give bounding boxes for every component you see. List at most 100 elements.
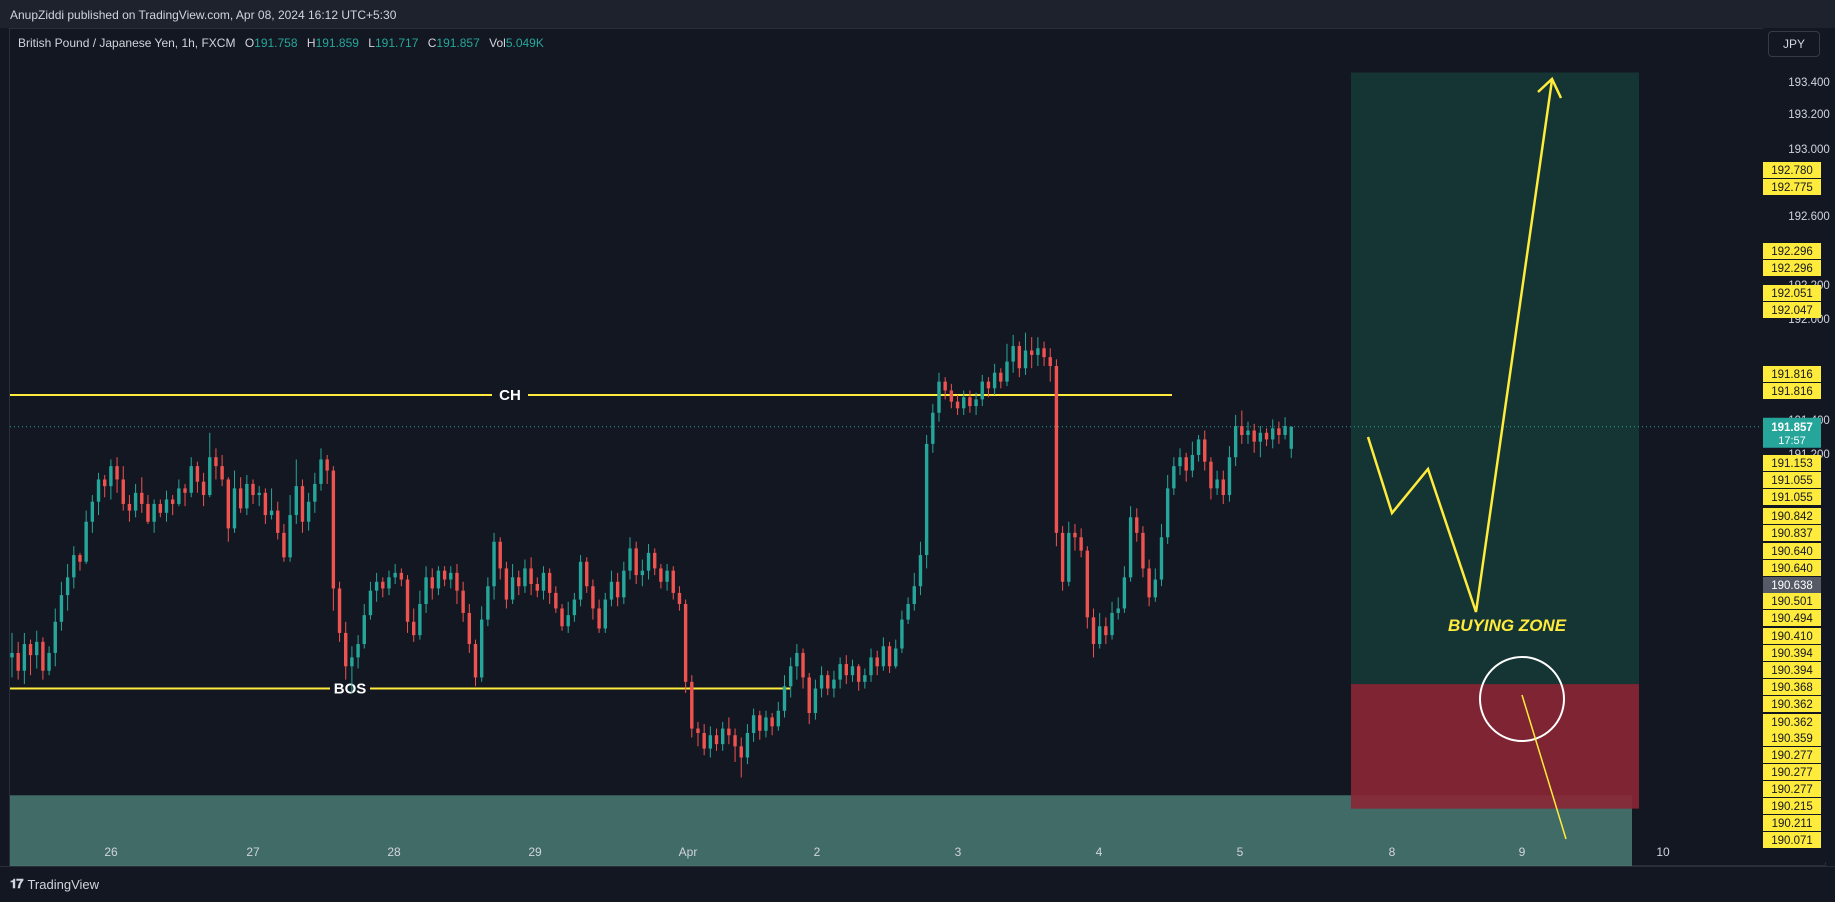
price-tag-value: 190.501 bbox=[1771, 596, 1813, 608]
candle-body bbox=[1264, 432, 1269, 440]
price-tag bbox=[1763, 730, 1821, 746]
candle-body bbox=[220, 466, 224, 480]
tradingview-logo[interactable]: 𝟏𝟕 TradingView bbox=[10, 876, 99, 892]
candle-body bbox=[350, 657, 354, 667]
candle-body bbox=[251, 483, 255, 496]
candle-body bbox=[306, 501, 311, 522]
candle-body bbox=[201, 481, 206, 496]
brand-name: TradingView bbox=[27, 876, 100, 892]
candle-body bbox=[523, 568, 527, 587]
candle-body bbox=[393, 572, 397, 578]
candle-body bbox=[1122, 577, 1127, 609]
price-tag bbox=[1763, 162, 1821, 178]
candle-body bbox=[189, 466, 193, 493]
volume-value: 5.049K bbox=[505, 36, 544, 50]
close-label: C bbox=[427, 36, 437, 50]
price-tag-value: 190.394 bbox=[1771, 648, 1813, 660]
candle-body bbox=[492, 541, 496, 587]
candle-body bbox=[696, 728, 700, 734]
candle-body bbox=[331, 470, 336, 589]
candle-body bbox=[282, 532, 286, 558]
candle-body bbox=[1091, 617, 1096, 645]
open-label: O bbox=[244, 36, 255, 50]
candle-body bbox=[294, 486, 298, 516]
candle-body bbox=[535, 584, 539, 591]
candle-body bbox=[412, 621, 416, 636]
price-tag-value: 190.638 bbox=[1771, 580, 1813, 592]
candle-body bbox=[646, 552, 651, 571]
price-tag-value: 190.494 bbox=[1771, 613, 1813, 625]
candle-body bbox=[381, 581, 385, 589]
projection-path bbox=[1366, 79, 1554, 613]
price-tag bbox=[1763, 489, 1821, 505]
candle-body bbox=[1215, 479, 1219, 489]
candle-body bbox=[887, 646, 892, 667]
candle-body bbox=[1141, 532, 1145, 569]
candle-body bbox=[702, 733, 706, 749]
candle-body bbox=[455, 572, 459, 591]
candle-body bbox=[1283, 426, 1287, 435]
price-tag bbox=[1763, 781, 1821, 797]
candle-body bbox=[1221, 479, 1225, 496]
price-tag-value: 192.775 bbox=[1771, 182, 1813, 194]
candle-body bbox=[931, 412, 935, 444]
bos-label: BOS bbox=[334, 681, 367, 698]
candle-body bbox=[368, 590, 373, 616]
candle-body bbox=[263, 492, 268, 516]
entry-circle bbox=[1479, 656, 1565, 742]
candle-body bbox=[344, 632, 348, 667]
candle-body bbox=[1203, 439, 1207, 462]
candle-body bbox=[442, 570, 447, 580]
candle-body bbox=[1005, 361, 1009, 382]
price-tag bbox=[1763, 508, 1821, 524]
candle-body bbox=[164, 499, 169, 513]
price-tag-value: 191.055 bbox=[1771, 475, 1813, 487]
candle-body bbox=[986, 381, 991, 389]
price-tag bbox=[1763, 455, 1821, 471]
candle-body bbox=[615, 581, 620, 598]
price-tag bbox=[1763, 543, 1821, 559]
candle-body bbox=[1196, 439, 1201, 456]
candle-body bbox=[881, 646, 886, 667]
price-tag bbox=[1763, 628, 1821, 644]
high-value: 191.859 bbox=[315, 36, 359, 50]
candle-body bbox=[968, 397, 972, 407]
candle-body bbox=[313, 483, 317, 502]
currency-button[interactable]: JPY bbox=[1768, 31, 1820, 57]
candle-body bbox=[943, 381, 947, 391]
time-axis-label: Apr bbox=[679, 845, 698, 859]
candle-body bbox=[319, 459, 323, 484]
price-tag-value: 190.410 bbox=[1771, 631, 1813, 643]
price-tag bbox=[1763, 243, 1821, 259]
candle-body bbox=[813, 688, 818, 713]
candle-body bbox=[1172, 466, 1176, 489]
candle-body bbox=[721, 728, 725, 745]
tradingview-logo-icon: 𝟏𝟕 bbox=[10, 876, 24, 891]
candle-body bbox=[529, 568, 533, 584]
price-tag bbox=[1763, 302, 1821, 318]
candle-body bbox=[1165, 488, 1170, 538]
volume-label: Vol bbox=[489, 36, 506, 50]
price-tag-value: 191.055 bbox=[1771, 492, 1813, 504]
candle-body bbox=[541, 572, 546, 591]
price-tag-value: 190.277 bbox=[1771, 767, 1813, 779]
candle-body bbox=[1030, 350, 1034, 355]
candle-body bbox=[819, 675, 824, 689]
price-tag-value: 190.215 bbox=[1771, 801, 1813, 813]
candle-body bbox=[1159, 537, 1164, 580]
candle-body bbox=[1110, 612, 1114, 636]
open-value: 191.758 bbox=[254, 36, 298, 50]
price-tag bbox=[1763, 366, 1821, 382]
price-tag bbox=[1763, 593, 1821, 609]
price-tag bbox=[1763, 285, 1821, 301]
candle-body bbox=[844, 664, 848, 676]
price-tag-value: 190.277 bbox=[1771, 750, 1813, 762]
candle-body bbox=[90, 501, 95, 522]
candle-body bbox=[430, 577, 434, 589]
current-price-countdown: 17:57 bbox=[1778, 435, 1806, 447]
candle-body bbox=[356, 644, 360, 658]
candle-body bbox=[1017, 346, 1022, 369]
price-tag-value: 192.296 bbox=[1771, 263, 1813, 275]
price-tag-value: 191.816 bbox=[1771, 369, 1813, 381]
